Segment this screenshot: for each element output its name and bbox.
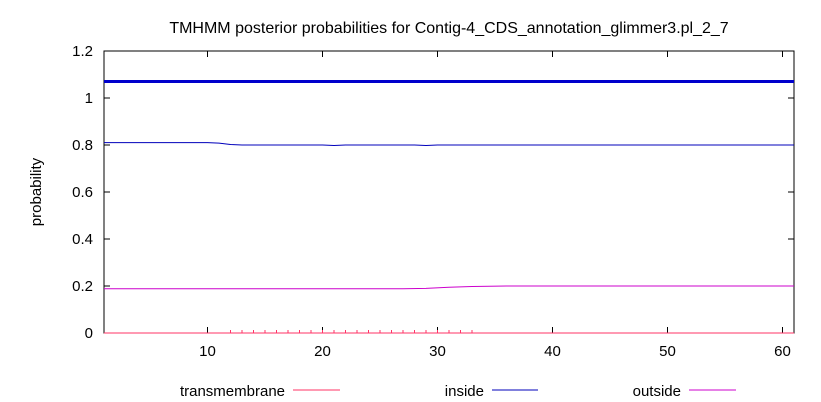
legend: transmembrane inside outside (180, 383, 736, 400)
y-tick-label: 0.2 (72, 278, 93, 295)
y-tick-label: 0.8 (72, 137, 93, 154)
x-tick-label: 20 (314, 343, 331, 360)
x-tick-label: 30 (429, 343, 446, 360)
legend-label-inside: inside (445, 383, 484, 400)
chart-title: TMHMM posterior probabilities for Contig… (169, 20, 728, 37)
series-line-outside (104, 285, 794, 290)
legend-label-outside: outside (633, 383, 681, 400)
legend-label-transmembrane: transmembrane (180, 383, 285, 400)
x-tick-label: 50 (659, 343, 676, 360)
x-tick-label: 10 (199, 343, 216, 360)
x-tick-label: 40 (544, 343, 561, 360)
y-tick-label: 0 (85, 325, 93, 342)
y-tick-label: 1 (85, 90, 93, 107)
y-axis-label: probability (28, 157, 45, 226)
plot-frame (103, 50, 795, 334)
x-tick-label: 60 (774, 343, 791, 360)
plot-area: 0 0.2 0.4 0.6 0.8 1 1.2 10 20 30 40 50 60 (72, 43, 795, 360)
y-tick-label: 0.4 (72, 231, 93, 248)
y-tick-label: 1.2 (72, 43, 93, 60)
series-line-inside (104, 142, 794, 147)
y-tick-label: 0.6 (72, 184, 93, 201)
